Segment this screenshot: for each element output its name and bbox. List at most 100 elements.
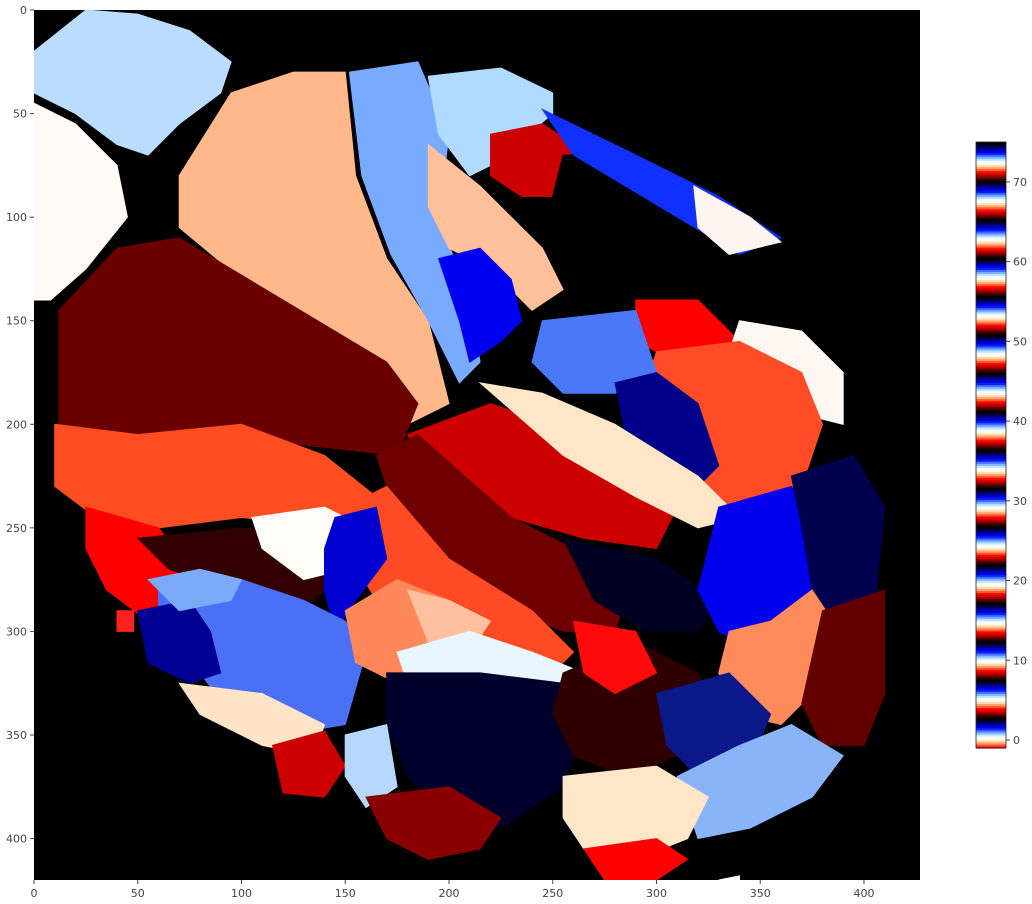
colorbar-strip — [976, 477, 1006, 480]
colorbar-strip — [976, 703, 1006, 707]
colorbar-strip — [976, 471, 1006, 474]
colorbar-strip — [976, 344, 1006, 347]
colorbar-strip — [976, 659, 1006, 662]
colorbar-tick-label: 0 — [1013, 734, 1020, 747]
colorbar-tick-label: 60 — [1013, 256, 1027, 269]
heatmap-region — [693, 185, 783, 255]
colorbar-strip — [976, 707, 1006, 711]
colorbar-strip — [976, 626, 1006, 630]
colorbar-strip — [976, 404, 1006, 408]
colorbar-strip — [976, 560, 1006, 563]
colorbar-strip — [976, 671, 1006, 674]
colorbar-tick-label: 10 — [1013, 654, 1027, 667]
colorbar-strip — [976, 576, 1006, 579]
colorbar-strip — [976, 364, 1006, 367]
colorbar-strip — [976, 236, 1006, 240]
colorbar-strip — [976, 329, 1006, 333]
colorbar-strip — [976, 327, 1006, 331]
colorbar-strip — [976, 434, 1006, 438]
x-tick-label: 150 — [335, 887, 356, 900]
colorbar-strip — [976, 737, 1006, 741]
colorbar-strip — [976, 548, 1006, 551]
colorbar-strip — [976, 546, 1006, 549]
colorbar-strip — [976, 657, 1006, 660]
colorbar-strip — [976, 562, 1006, 565]
heatmap-region — [562, 537, 720, 632]
colorbar-strip — [976, 584, 1006, 587]
colorbar-strip — [976, 188, 1006, 192]
colorbar-strip — [976, 543, 1006, 547]
colorbar-frame — [975, 141, 1007, 749]
colorbar-strip — [976, 414, 1006, 418]
y-tick-label: 350 — [6, 729, 27, 742]
y-axis: 0 50 100 150 200 250 300 350 400 — [6, 4, 34, 846]
colorbar-strip — [976, 279, 1006, 282]
colorbar-strip — [976, 362, 1006, 365]
colorbar-strip — [976, 410, 1006, 414]
colorbar-strip — [976, 634, 1006, 638]
colorbar-strip — [976, 366, 1006, 369]
colorbar-strip — [976, 580, 1006, 583]
colorbar-strip — [976, 527, 1006, 531]
colorbar-strip — [976, 673, 1006, 676]
colorbar-strip — [976, 170, 1006, 173]
colorbar-strip — [976, 154, 1006, 157]
colorbar-strip — [976, 661, 1006, 664]
colorbar-strip — [976, 214, 1006, 218]
heatmap-plot — [34, 10, 920, 880]
x-tick-label: 400 — [853, 887, 874, 900]
x-tick-label: 100 — [231, 887, 252, 900]
colorbar-strip — [976, 525, 1006, 529]
colorbar-strip — [976, 610, 1006, 614]
colorbar-strip — [976, 358, 1006, 361]
colorbar-strip — [976, 190, 1006, 194]
colorbar-strip — [976, 378, 1006, 381]
colorbar-strip — [976, 453, 1006, 456]
colorbar-strip — [976, 386, 1006, 390]
colorbar-tick-label: 40 — [1013, 415, 1027, 428]
colorbar-strip — [976, 184, 1006, 188]
colorbar-strip — [976, 685, 1006, 688]
colorbar-strip — [976, 505, 1006, 509]
colorbar-strip — [976, 586, 1006, 590]
colorbar-strip — [976, 655, 1006, 658]
colorbar-strip — [976, 481, 1006, 484]
y-tick-label: 50 — [13, 108, 27, 121]
colorbar-strip — [976, 346, 1006, 349]
colorbar-strip — [976, 204, 1006, 208]
colorbar-strip — [976, 451, 1006, 454]
colorbar-strip — [976, 479, 1006, 482]
colorbar-strip — [976, 291, 1006, 295]
colorbar-strip — [976, 178, 1006, 181]
colorbar-strip — [976, 711, 1006, 715]
colorbar-strip — [976, 307, 1006, 311]
colorbar-strip — [976, 273, 1006, 276]
colorbar-strip — [976, 416, 1006, 420]
colorbar-strip — [976, 717, 1006, 721]
colorbar-strip — [976, 348, 1006, 351]
colorbar-strip — [976, 394, 1006, 398]
colorbar-strip — [976, 681, 1006, 684]
heatmap-region — [324, 506, 388, 633]
heatmap-region — [365, 786, 502, 860]
colorbar-strip — [976, 606, 1006, 610]
colorbar-strip — [976, 265, 1006, 268]
colorbar-strip — [976, 608, 1006, 612]
x-tick-label: 350 — [750, 887, 771, 900]
colorbar-strip — [976, 396, 1006, 400]
colorbar-strip — [976, 644, 1006, 648]
colorbar-strip — [976, 218, 1006, 222]
colorbar-strip — [976, 507, 1006, 511]
colorbar-strip — [976, 341, 1006, 345]
colorbar-strip — [976, 311, 1006, 315]
heatmap-region — [34, 102, 128, 301]
colorbar-strip — [976, 630, 1006, 634]
colorbar-strip — [976, 578, 1006, 581]
colorbar-strip — [976, 222, 1006, 226]
x-tick-label: 200 — [438, 887, 459, 900]
colorbar-strip — [976, 574, 1006, 577]
colorbar-strip — [976, 208, 1006, 212]
colorbar-strip — [976, 616, 1006, 620]
colorbar-strip — [976, 240, 1006, 244]
colorbar-strip — [976, 491, 1006, 495]
